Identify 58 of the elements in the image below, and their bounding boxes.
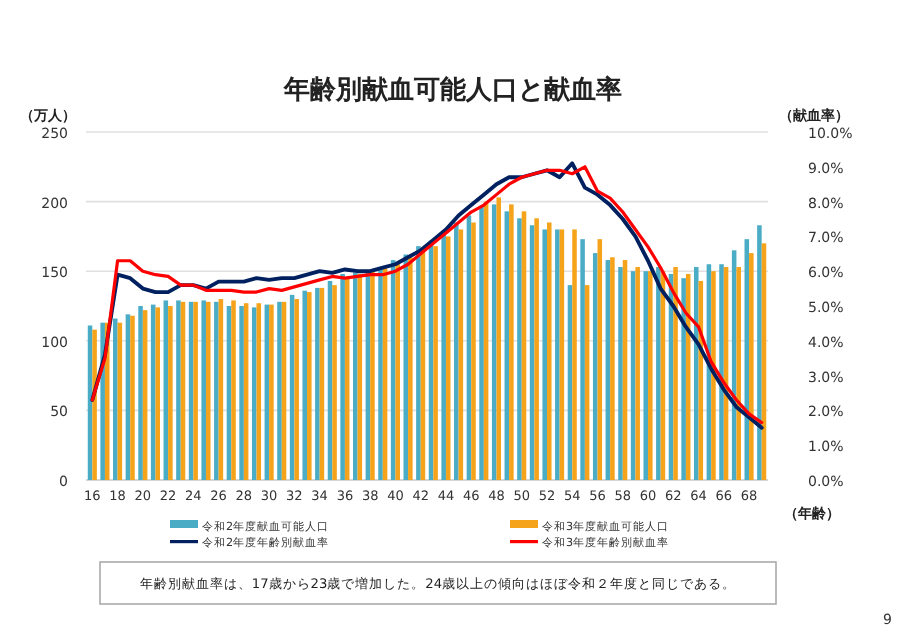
bar bbox=[176, 300, 181, 480]
bar bbox=[656, 267, 661, 480]
bar bbox=[534, 218, 539, 480]
bar bbox=[643, 271, 649, 480]
bar bbox=[572, 229, 577, 480]
bar bbox=[352, 272, 358, 480]
bar bbox=[408, 257, 413, 480]
bar bbox=[395, 264, 400, 480]
bar bbox=[205, 301, 211, 480]
bar bbox=[618, 267, 623, 480]
bar bbox=[231, 300, 236, 480]
bar bbox=[580, 239, 585, 480]
bar bbox=[648, 271, 653, 480]
bar bbox=[736, 267, 741, 480]
bar bbox=[214, 301, 219, 480]
bar bbox=[269, 304, 274, 480]
bar bbox=[546, 222, 552, 480]
bar bbox=[610, 257, 615, 480]
bar bbox=[378, 267, 383, 480]
bar bbox=[307, 292, 312, 480]
bar bbox=[92, 329, 97, 480]
bar bbox=[471, 222, 476, 480]
bar bbox=[517, 218, 522, 480]
bar bbox=[302, 290, 308, 480]
bar bbox=[681, 278, 686, 480]
bar bbox=[113, 318, 118, 480]
bar bbox=[370, 271, 375, 480]
bar bbox=[155, 307, 161, 480]
bar bbox=[509, 204, 514, 480]
bar bbox=[479, 205, 484, 480]
bar bbox=[757, 225, 762, 480]
bar bbox=[277, 301, 282, 480]
chart-title: 年齢別献血可能人口と献血率 bbox=[282, 74, 622, 106]
bar bbox=[315, 287, 320, 480]
bar bbox=[130, 315, 135, 480]
bar bbox=[332, 285, 337, 480]
bar bbox=[749, 253, 754, 480]
bar bbox=[441, 232, 446, 480]
bar bbox=[711, 271, 716, 480]
bar bbox=[542, 229, 547, 480]
bar bbox=[719, 264, 724, 480]
bar bbox=[592, 253, 598, 480]
bar bbox=[239, 306, 244, 480]
bar bbox=[340, 273, 345, 480]
bar bbox=[693, 267, 699, 480]
bar bbox=[193, 301, 198, 480]
bar bbox=[496, 197, 502, 480]
bar bbox=[168, 306, 173, 480]
bar bbox=[201, 300, 206, 480]
bar bbox=[635, 267, 640, 480]
bar bbox=[138, 306, 143, 480]
bar bbox=[673, 267, 678, 480]
bar bbox=[251, 307, 257, 480]
bar bbox=[294, 299, 299, 480]
bar bbox=[454, 222, 459, 480]
bar bbox=[555, 229, 560, 480]
bar bbox=[433, 246, 438, 480]
bar bbox=[416, 246, 421, 480]
